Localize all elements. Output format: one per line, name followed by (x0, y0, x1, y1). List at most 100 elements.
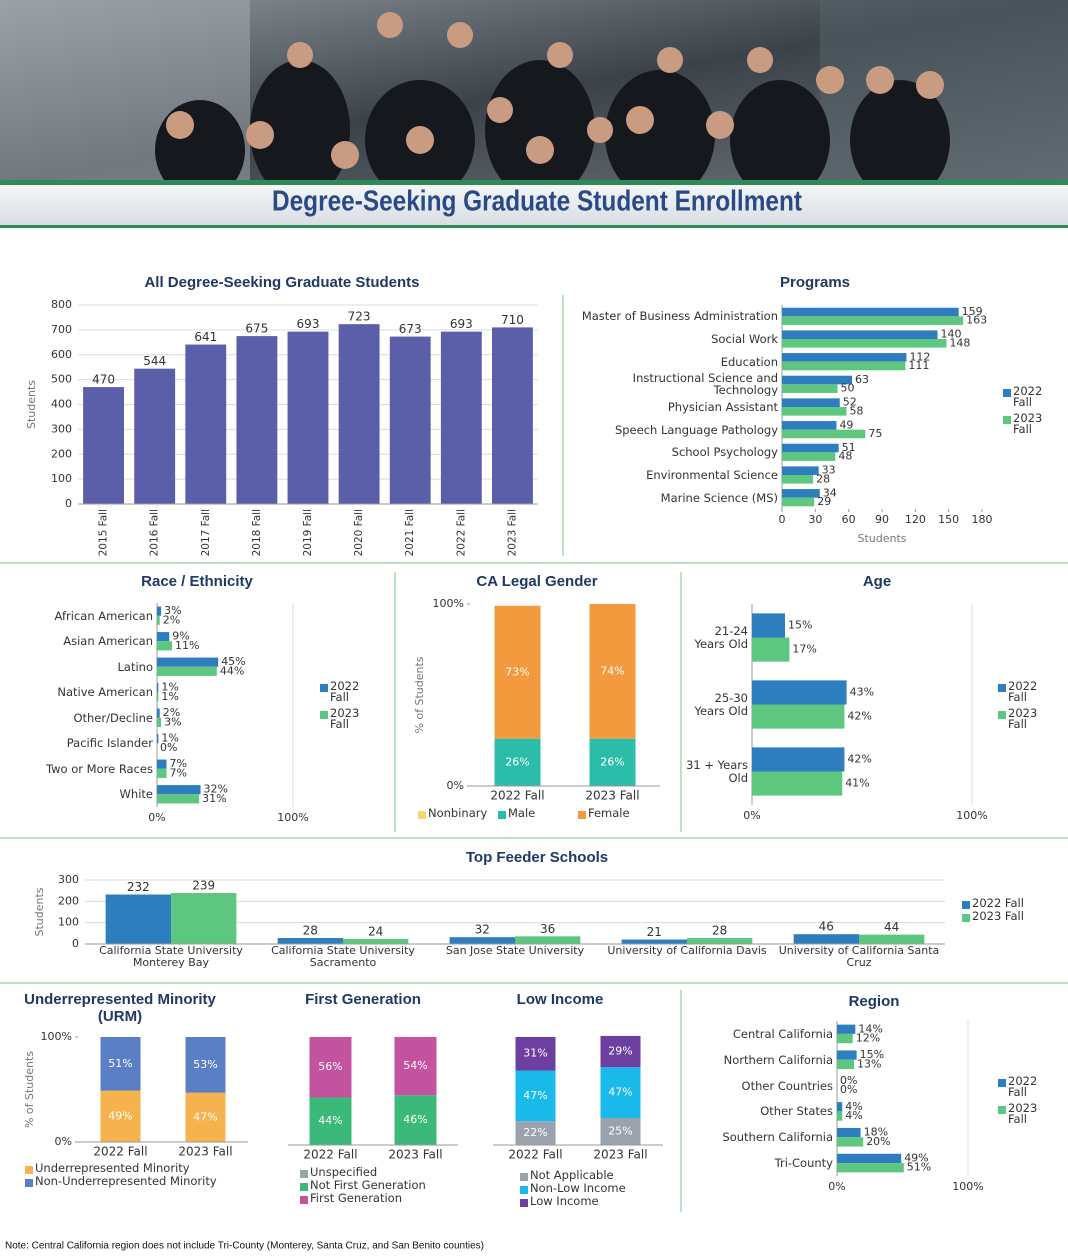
value-label: 48 (838, 450, 852, 463)
x-tick-label-box: University of California Davis (607, 945, 766, 956)
category-label-box: Instructional Science and Technology (633, 373, 778, 396)
bar (782, 421, 837, 430)
bar (782, 353, 907, 362)
y-tick-label: 500 (51, 373, 72, 386)
bar (782, 475, 814, 484)
bar-segment (100, 1037, 141, 1091)
legend-label-box: 2022 Fall (1008, 681, 1038, 704)
bar (837, 1153, 902, 1164)
chart-title-box: All Degree-Seeking Graduate Students (144, 275, 419, 291)
legend-swatch (300, 1196, 308, 1204)
category-label-box: Central California (733, 1028, 833, 1040)
x-tick-label: 0% (828, 1180, 845, 1193)
bar (782, 443, 839, 453)
value-label: 0% (840, 1083, 857, 1096)
legend-swatch (1003, 389, 1011, 397)
y-tick-label: 400 (51, 398, 72, 411)
category-label: Physician Assistant (667, 399, 778, 414)
bar (157, 717, 162, 727)
chart-title-box: Underrepresented Minority (URM) (24, 992, 216, 1024)
x-tick-label-box: California State University Sacramento (271, 945, 415, 968)
legend-swatch (578, 811, 586, 819)
bar (171, 893, 237, 944)
value-label: 710 (501, 313, 524, 327)
value-label: 49% (108, 1109, 132, 1122)
legend-label: 2022 Fall (330, 681, 360, 704)
category-label-box: Education (721, 356, 778, 368)
legend-swatch (25, 1179, 33, 1187)
value-label: 232 (127, 880, 150, 894)
legend-label-box: First Generation (310, 1193, 403, 1205)
category-label: Other Countries (741, 1078, 833, 1093)
bar (782, 384, 838, 393)
value-label: 56% (318, 1060, 342, 1073)
x-tick-label: 2015 Fall (98, 509, 110, 556)
category-label-box: Tri-County (775, 1157, 833, 1169)
legend-label-box: 2023 Fall (330, 708, 359, 730)
x-tick-label: 2018 Fall (251, 509, 263, 556)
bar (782, 429, 866, 439)
category-label: 25-30 Years Old (694, 691, 748, 718)
category-label-box: Master of Business Administration (582, 310, 778, 322)
bar-segment (394, 1095, 437, 1145)
legend-swatch (998, 1079, 1006, 1087)
x-tick-label: 180 (972, 513, 993, 526)
value-label: 51% (108, 1057, 132, 1070)
bar (157, 632, 170, 642)
legend-label: First Generation (310, 1193, 403, 1205)
legend-label: Not Applicable (530, 1170, 614, 1182)
category-label: Southern California (722, 1130, 833, 1145)
category-label: Environmental Science (646, 467, 778, 482)
value-label: 4% (845, 1100, 862, 1113)
bar-segment (515, 1037, 556, 1071)
category-label-box: 21-24 Years Old (694, 625, 748, 649)
bar (782, 316, 964, 325)
y-tick-label: 300 (58, 873, 79, 886)
category-label-box: Marine Science (MS) (661, 492, 778, 504)
legend-label-box: 2023 Fall (1013, 413, 1042, 435)
y-tick-label: 0% (447, 779, 464, 792)
legend-label-box: 2023 Fall (1008, 708, 1037, 730)
value-label: 0% (840, 1074, 857, 1087)
bar (157, 683, 159, 693)
legend-label-box: 2023 Fall (1008, 1103, 1037, 1125)
value-label: 7% (170, 757, 187, 770)
legend-swatch (998, 684, 1006, 692)
value-label: 47% (523, 1089, 547, 1102)
y-tick-label: 100 (58, 916, 79, 929)
category-label-box: 31 + Years Old (686, 759, 748, 783)
value-label: 723 (348, 310, 371, 324)
category-label-box: Social Work (711, 333, 778, 345)
chart-title: First Generation (305, 992, 421, 1008)
chart-title: CA Legal Gender (476, 574, 598, 590)
bar (492, 327, 533, 504)
legend-label: Not First Generation (310, 1180, 426, 1192)
category-label: Latino (117, 659, 153, 674)
header-photo (0, 0, 1068, 200)
bar (440, 331, 482, 504)
bar (157, 794, 200, 804)
legend-label-box: Underrepresented Minority (35, 1163, 190, 1174)
value-label: 25% (608, 1125, 632, 1138)
bar (621, 939, 687, 944)
y-tick-label: 300 (51, 422, 72, 435)
category-label-box: Other/Decline (73, 712, 153, 724)
bar-segment (494, 738, 541, 786)
chart-title: Top Feeder Schools (465, 850, 609, 866)
bar (515, 936, 581, 944)
category-label: Asian American (63, 634, 153, 649)
y-axis-label: % of Students (23, 1051, 36, 1128)
category-label-box: Speech Language Pathology (615, 424, 778, 436)
x-tick-label: 30 (808, 513, 822, 526)
bar (837, 1050, 857, 1060)
value-label: 1% (161, 690, 178, 703)
category-label-box: Other Countries (741, 1078, 833, 1093)
y-tick-label: 100% (41, 1030, 72, 1043)
y-tick-label: 200 (51, 447, 72, 460)
bar (157, 759, 167, 769)
value-label: 163 (966, 314, 987, 327)
value-label: 36 (540, 922, 555, 936)
x-tick-label: California State University Monterey Bay (99, 945, 243, 969)
bar (449, 937, 515, 944)
legend-label: 2022 Fall (1008, 681, 1038, 704)
